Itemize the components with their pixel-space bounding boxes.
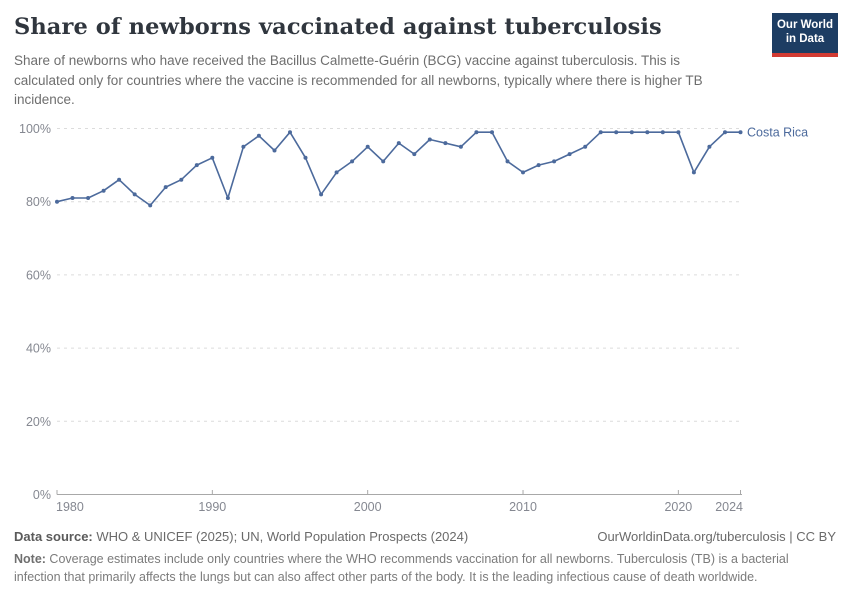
data-point — [567, 152, 572, 157]
data-point — [365, 144, 370, 149]
data-point — [163, 185, 168, 190]
x-tick-label: 2020 — [664, 500, 692, 514]
data-point — [458, 144, 463, 149]
owid-url-link[interactable]: OurWorldinData.org/tuberculosis | CC BY — [597, 529, 836, 544]
data-point — [55, 199, 59, 204]
data-source-text: Data source: WHO & UNICEF (2025); UN, Wo… — [14, 529, 469, 544]
series-label-costa-rica[interactable]: Costa Rica — [747, 125, 808, 139]
data-point — [536, 163, 541, 168]
owid-logo-line2: in Data — [785, 33, 825, 45]
data-point — [645, 130, 650, 135]
data-point — [396, 141, 401, 146]
data-point — [521, 170, 525, 175]
y-tick-label: 40% — [26, 342, 51, 356]
y-tick-label: 20% — [26, 415, 51, 429]
data-point — [132, 192, 137, 197]
data-point — [427, 137, 432, 142]
y-tick-label: 100% — [19, 122, 51, 136]
data-point — [505, 159, 510, 164]
data-point — [148, 203, 153, 208]
x-tick-label: 2024 — [715, 500, 743, 514]
data-point — [225, 196, 230, 200]
data-point — [117, 177, 122, 182]
y-gridlines — [57, 128, 742, 422]
y-tick-label: 80% — [26, 195, 51, 209]
page-title: Share of newborns vaccinated against tub… — [14, 14, 662, 40]
data-point — [179, 177, 184, 182]
data-point — [598, 130, 603, 135]
data-point — [70, 196, 75, 200]
data-point — [303, 155, 308, 160]
owid-logo[interactable]: Our World in Data — [772, 13, 838, 57]
x-tick-label: 2000 — [354, 500, 382, 514]
data-point — [412, 152, 417, 157]
data-point — [629, 130, 634, 135]
x-tick-labels: 1980 1990 2000 2010 2020 2024 — [56, 500, 743, 514]
data-points — [55, 130, 743, 208]
y-tick-label: 60% — [26, 268, 51, 282]
data-point — [443, 141, 448, 146]
y-tick-label: 0% — [33, 488, 51, 502]
y-tick-labels: 0% 20% 40% 60% 80% 100% — [19, 122, 51, 502]
data-point — [490, 130, 494, 135]
data-point — [194, 163, 199, 168]
x-tick-label: 1980 — [56, 500, 84, 514]
data-point — [614, 130, 619, 135]
data-point — [552, 159, 557, 164]
chart-note-label: Note: — [14, 552, 46, 566]
owid-logo-line1: Our World — [776, 19, 833, 32]
data-point — [660, 130, 665, 135]
chart-note: Note: Coverage estimates include only co… — [14, 552, 789, 584]
data-point — [676, 130, 681, 135]
footer-source-row: Data source: WHO & UNICEF (2025); UN, Wo… — [14, 529, 836, 544]
data-point — [288, 130, 292, 135]
data-point — [241, 144, 246, 149]
data-point — [334, 170, 339, 175]
data-point — [210, 155, 215, 160]
data-point — [86, 196, 91, 200]
chart-subtitle: Share of newborns who have received the … — [14, 53, 703, 108]
x-tick-label: 2010 — [509, 500, 537, 514]
data-point — [738, 130, 743, 135]
data-point — [101, 188, 106, 193]
data-point — [272, 148, 277, 153]
data-point — [350, 159, 355, 164]
data-source-label: Data source: — [14, 529, 93, 544]
data-point — [474, 130, 479, 135]
data-point — [381, 159, 386, 164]
data-point — [256, 133, 261, 138]
data-point — [691, 170, 696, 175]
data-point — [723, 130, 727, 135]
x-axis — [56, 490, 742, 495]
data-point — [583, 144, 588, 149]
data-point — [707, 144, 712, 149]
data-point — [319, 192, 324, 197]
x-tick-label: 1990 — [198, 500, 226, 514]
line-chart-svg: 0% 20% 40% 60% 80% 100% 1980 1990 2000 2010 2020 20… — [19, 122, 808, 514]
